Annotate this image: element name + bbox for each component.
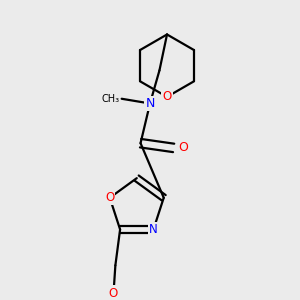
Text: O: O [162, 90, 172, 104]
Text: O: O [105, 191, 114, 204]
Text: O: O [109, 287, 118, 300]
Text: N: N [145, 97, 155, 110]
Text: N: N [149, 223, 158, 236]
Text: O: O [178, 141, 188, 154]
Text: CH₃: CH₃ [102, 94, 120, 104]
